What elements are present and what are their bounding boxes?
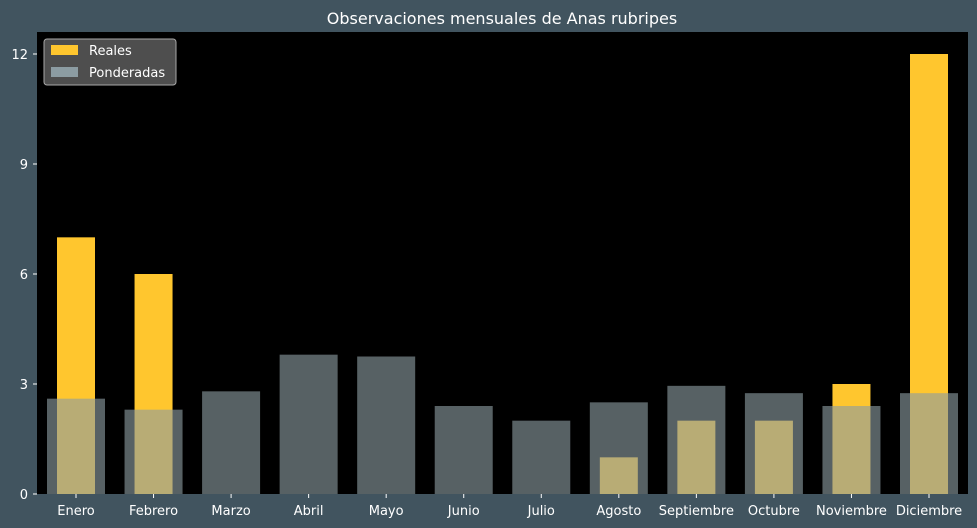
x-tick-label: Enero bbox=[57, 504, 95, 519]
legend: Reales Ponderadas bbox=[43, 38, 177, 86]
x-tick-label: Octubre bbox=[748, 504, 800, 519]
series-ponderadas bbox=[47, 354, 958, 494]
bar-ponderadas bbox=[124, 409, 183, 494]
legend-label-ponderadas: Ponderadas bbox=[89, 66, 165, 81]
y-tick-label: 3 bbox=[20, 378, 28, 393]
plot-area bbox=[37, 32, 968, 494]
x-tick-label: Noviembre bbox=[816, 504, 887, 519]
y-axis: 0 3 6 9 12 bbox=[11, 48, 37, 503]
bar-ponderadas bbox=[900, 393, 958, 494]
bar-ponderadas bbox=[279, 354, 338, 494]
x-tick-label: Junio bbox=[447, 504, 480, 519]
x-tick-label: Septiembre bbox=[659, 504, 734, 519]
legend-swatch-ponderadas bbox=[51, 67, 78, 77]
x-tick-label: Julio bbox=[527, 504, 555, 519]
x-axis: Enero Febrero Marzo Abril Mayo Junio Julio Agos… bbox=[57, 494, 962, 519]
x-tick-label: Mayo bbox=[369, 504, 404, 519]
x-tick-label: Abril bbox=[294, 504, 324, 519]
x-tick-label: Marzo bbox=[211, 504, 250, 519]
y-tick-label: 6 bbox=[20, 268, 28, 283]
x-tick-label: Agosto bbox=[596, 504, 641, 519]
bar-ponderadas bbox=[744, 393, 803, 494]
chart-title: Observaciones mensuales de Anas rubripes bbox=[327, 9, 677, 28]
bar-ponderadas bbox=[667, 385, 726, 494]
x-tick-label: Diciembre bbox=[896, 504, 962, 519]
bar-ponderadas bbox=[512, 420, 571, 494]
x-tick-label: Febrero bbox=[129, 504, 178, 519]
bar-ponderadas bbox=[202, 391, 261, 494]
legend-swatch-reales bbox=[51, 45, 78, 55]
bar-ponderadas bbox=[47, 398, 105, 494]
bar-ponderadas bbox=[357, 356, 416, 494]
bar-ponderadas bbox=[589, 402, 648, 494]
y-tick-label: 12 bbox=[11, 48, 28, 63]
legend-label-reales: Reales bbox=[89, 44, 132, 59]
bar-ponderadas bbox=[822, 406, 881, 494]
bar-ponderadas bbox=[434, 406, 493, 494]
y-tick-label: 9 bbox=[20, 158, 28, 173]
y-tick-label: 0 bbox=[20, 488, 28, 503]
